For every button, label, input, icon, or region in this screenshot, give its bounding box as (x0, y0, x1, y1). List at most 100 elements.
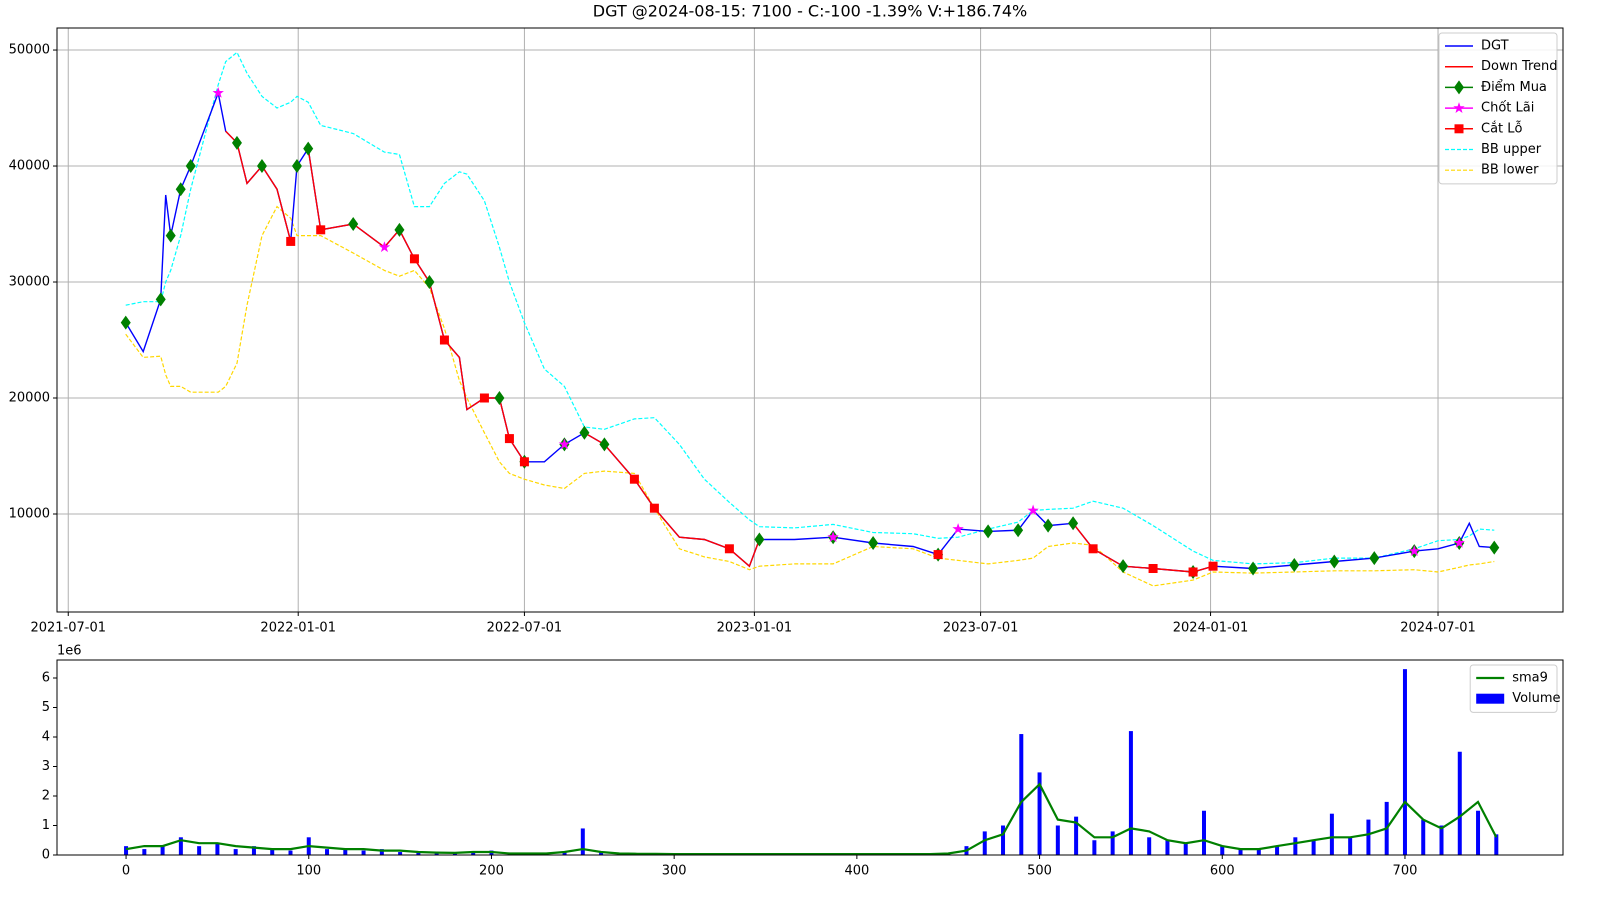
x-tick-label: 2021-07-01 (30, 621, 106, 636)
legend-label: DGT (1481, 39, 1509, 54)
marker-square (286, 236, 296, 246)
bar (197, 846, 202, 855)
bar (160, 846, 165, 855)
bar (1165, 840, 1170, 855)
bar (471, 852, 476, 855)
x-tick-label: 2023-07-01 (943, 621, 1019, 636)
bar (1329, 813, 1334, 855)
marker-diamond (394, 222, 405, 237)
bar (288, 850, 293, 855)
bar (1439, 825, 1444, 855)
marker-diamond (303, 141, 314, 156)
bar (562, 852, 567, 855)
y-tick-label: 0 (42, 848, 50, 863)
legend-box (1438, 32, 1558, 185)
marker-star (558, 438, 571, 450)
marker-star (378, 241, 391, 253)
y-tick-label: 3 (42, 759, 50, 774)
bar (124, 846, 129, 855)
legend-label: Điểm Mua (1481, 80, 1547, 95)
marker-square (1188, 567, 1198, 577)
marker-star (952, 523, 964, 534)
bar (343, 849, 348, 855)
bar (1110, 831, 1115, 855)
marker-diamond (231, 135, 242, 150)
legend-swatch (1476, 693, 1505, 704)
marker-diamond (1489, 540, 1500, 555)
bar (434, 852, 439, 855)
marker-diamond (1118, 559, 1129, 574)
marker-star (212, 87, 224, 98)
marker-diamond (155, 292, 166, 307)
y-tick-label: 30000 (9, 275, 50, 290)
legend-marker (1454, 80, 1464, 95)
y-tick-label: 10000 (9, 506, 50, 521)
x-tick-label: 100 (296, 864, 321, 879)
bar (1348, 837, 1353, 855)
y-tick-label: 4 (42, 729, 50, 744)
marker-square (724, 544, 734, 554)
marker-diamond (424, 275, 435, 290)
x-tick-label: 400 (844, 864, 869, 879)
plot-frame (56, 27, 1564, 613)
y-tick-label: 2 (42, 788, 50, 803)
marker-square (1088, 544, 1098, 554)
marker-diamond (348, 217, 359, 232)
x-tick-label: 2022-07-01 (487, 621, 563, 636)
marker-square (1208, 561, 1218, 571)
bar (580, 828, 585, 855)
legend-label: BB upper (1481, 142, 1542, 157)
bar (1476, 810, 1481, 855)
x-tick-label: 600 (1210, 864, 1235, 879)
bar (178, 837, 183, 855)
marker-star (1408, 545, 1420, 556)
bar (251, 846, 256, 855)
marker-square (649, 503, 659, 513)
marker-diamond (1329, 554, 1340, 569)
plot-frame (56, 659, 1564, 856)
bar (452, 853, 457, 855)
bar (1275, 846, 1280, 855)
marker-square (1148, 564, 1158, 574)
bar (142, 849, 147, 855)
legend-marker (1454, 124, 1464, 134)
x-tick-label: 2022-01-01 (260, 621, 336, 636)
band-line (125, 51, 1495, 565)
x-tick-label: 200 (479, 864, 504, 879)
x-tick-label: 2024-07-01 (1400, 621, 1476, 636)
marker-square (409, 254, 419, 264)
bar (416, 852, 421, 855)
legend-label: BB lower (1481, 163, 1539, 178)
bar (1238, 849, 1243, 855)
line (125, 782, 1498, 856)
marker-diamond (175, 182, 186, 197)
y-tick-label: 40000 (9, 159, 50, 174)
legend-label: Volume (1512, 691, 1560, 706)
bar (1293, 837, 1298, 855)
marker-diamond (1369, 551, 1380, 566)
marker-diamond (494, 391, 505, 406)
axis-offset-label: 1e6 (57, 644, 82, 659)
bar (1074, 816, 1079, 855)
bar (1201, 810, 1206, 855)
y-tick-label: 20000 (9, 391, 50, 406)
marker-star (827, 531, 839, 542)
x-tick-label: 700 (1393, 864, 1418, 879)
bar (398, 852, 403, 855)
x-tick-label: 500 (1027, 864, 1052, 879)
marker-diamond (868, 535, 879, 550)
bar (1183, 843, 1188, 855)
marker-square (439, 335, 449, 345)
bar (1366, 819, 1371, 855)
marker-diamond (599, 437, 610, 452)
bar (599, 852, 604, 855)
marker-square (504, 434, 514, 444)
marker-diamond (185, 159, 196, 174)
bar (361, 850, 366, 855)
marker-square (933, 550, 943, 560)
legend-label: Chốt Lãi (1481, 101, 1534, 116)
marker-diamond (256, 159, 267, 174)
legend-label: sma9 (1512, 671, 1548, 686)
